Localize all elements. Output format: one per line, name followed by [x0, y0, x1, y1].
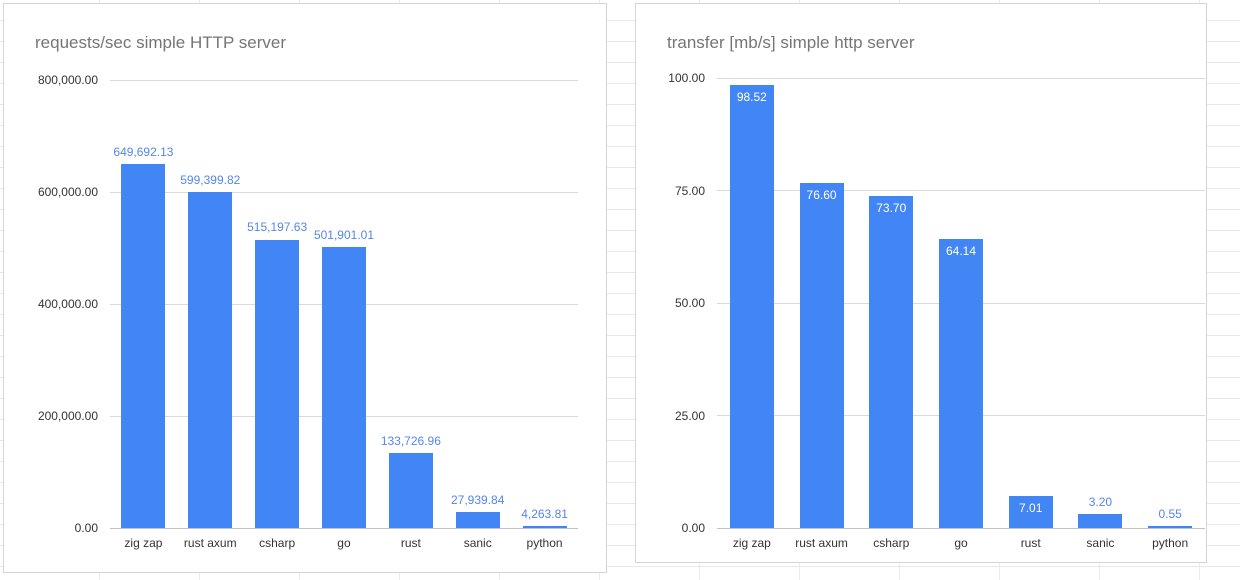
y-tick-label: 200,000.00	[37, 409, 98, 423]
x-tick-label: zig zap	[732, 536, 771, 550]
x-tick-label: go	[337, 536, 351, 550]
x-tick-label: zig zap	[124, 536, 163, 550]
bar-python[interactable]	[1148, 525, 1193, 528]
chart-title: transfer [mb/s] simple http server	[667, 33, 915, 52]
x-tick-label: go	[954, 536, 968, 550]
bar-value-label: 64.14	[945, 244, 976, 259]
chart-card-requests-per-sec[interactable]: requests/sec simple HTTP server 649,692.…	[3, 3, 607, 573]
gridline	[717, 190, 1205, 191]
bar-sanic[interactable]	[1078, 513, 1123, 528]
bar-value-label: 27,939.84	[451, 493, 505, 508]
gridline	[717, 77, 1205, 79]
bar-python[interactable]	[522, 525, 567, 528]
bar-value-label: 649,692.13	[113, 145, 174, 160]
plot-area: 649,692.13 599,399.82 515,197.63 501,901.01…	[110, 79, 578, 529]
bar-value-label: 501,901.01	[313, 227, 375, 242]
bar-rust[interactable]	[388, 453, 433, 528]
bar-value-label: 515,197.63	[247, 220, 308, 235]
plot-area: 98.52 76.60 73.70 64.14 7.01 3.20 0.55	[717, 77, 1205, 529]
y-tick-label: 100.00	[668, 71, 705, 85]
x-tick-label: rust	[400, 536, 421, 550]
x-tick-label: python	[1152, 536, 1189, 550]
y-tick-label: 600,000.00	[37, 185, 98, 199]
bar-zig-zap[interactable]	[729, 84, 774, 528]
bar-zig-zap[interactable]	[121, 164, 166, 528]
x-tick-label: rust axum	[795, 536, 848, 550]
x-tick-label: sanic	[1086, 536, 1115, 550]
bar-value-label: 133,726.96	[380, 434, 441, 449]
x-tick-label: sanic	[463, 536, 492, 550]
bar-value-label: 98.52	[736, 89, 767, 104]
x-tick-label: python	[526, 536, 563, 550]
bar-csharp[interactable]	[869, 196, 914, 528]
gridline	[110, 527, 578, 529]
gridline	[110, 191, 578, 193]
bar-value-label: 599,399.82	[180, 173, 241, 188]
bar-value-label: 0.55	[1158, 506, 1182, 521]
bar-go[interactable]	[939, 239, 983, 528]
bar-rust-axum[interactable]	[799, 183, 844, 528]
bar-go[interactable]	[322, 246, 366, 528]
y-tick-label: 0.00	[74, 521, 98, 535]
bar-value-label: 3.20	[1088, 494, 1113, 509]
y-tick-label: 400,000.00	[37, 297, 98, 311]
bar-value-label: 4,263.81	[521, 506, 568, 521]
bar-value-label: 7.01	[1019, 501, 1043, 516]
bar-value-label: 73.70	[876, 201, 907, 216]
x-tick-label: csharp	[873, 536, 910, 550]
bar-rust-axum[interactable]	[188, 192, 233, 528]
bar-csharp[interactable]	[255, 239, 300, 528]
y-tick-label: 50.00	[674, 296, 705, 310]
y-tick-label: 25.00	[674, 408, 705, 423]
y-tick-label: 0.00	[681, 521, 705, 535]
bar-sanic[interactable]	[455, 512, 500, 528]
gridline	[110, 79, 578, 81]
x-tick-label: rust	[1020, 536, 1041, 550]
bar-rust[interactable]	[1008, 496, 1053, 528]
y-tick-label: 75.00	[674, 183, 705, 198]
x-tick-label: csharp	[259, 536, 296, 550]
chart-title: requests/sec simple HTTP server	[35, 33, 286, 52]
chart-card-transfer-mbs[interactable]: transfer [mb/s] simple http server 98.52…	[635, 3, 1207, 563]
gridline	[717, 527, 1205, 529]
y-tick-label: 800,000.00	[37, 73, 98, 87]
x-tick-label: rust axum	[183, 536, 237, 550]
bar-value-label: 76.60	[806, 188, 837, 203]
